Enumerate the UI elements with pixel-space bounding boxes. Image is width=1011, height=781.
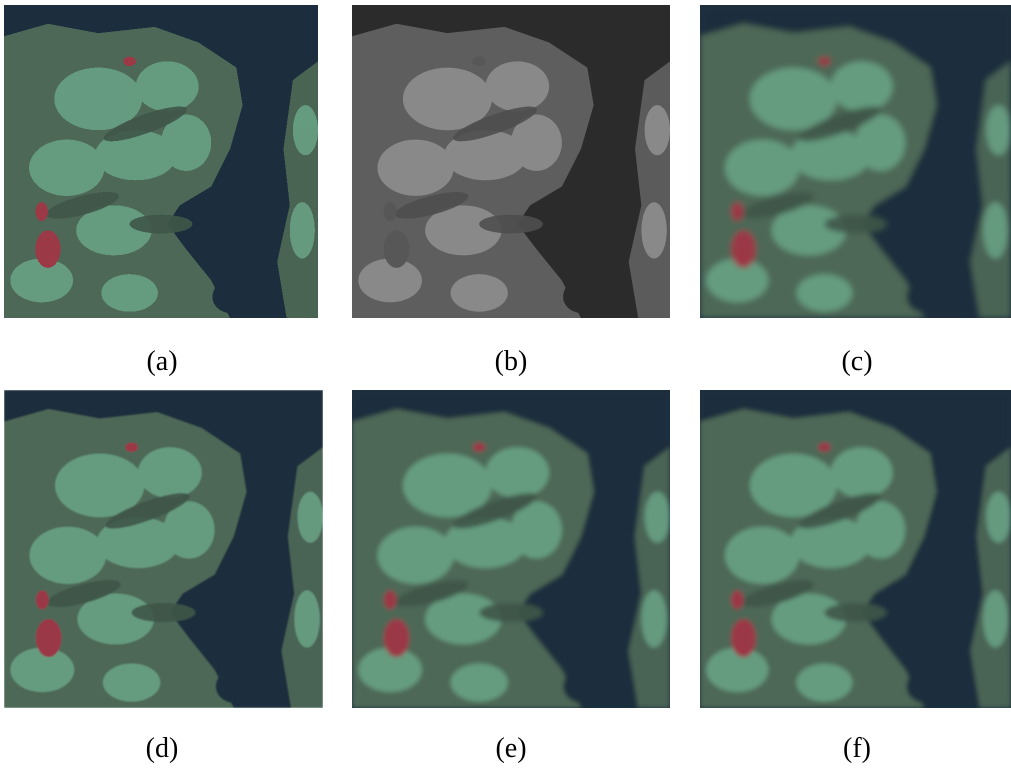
image-panel	[4, 390, 323, 708]
page: (a) (b) (c) (d) (e) (f) (() => { const d…	[0, 0, 1011, 776]
panel-caption: (e)	[495, 733, 526, 764]
image-panel	[352, 5, 670, 318]
image-panel	[352, 390, 670, 708]
panel-caption: (b)	[495, 346, 528, 377]
panel-caption: (c)	[841, 346, 872, 377]
image-panel	[4, 5, 318, 318]
figure: (a) (b) (c) (d) (e) (f)	[0, 0, 1011, 776]
image-panel	[700, 5, 1011, 318]
panel-caption: (f)	[843, 733, 871, 764]
panel-caption: (d)	[146, 733, 179, 764]
panel-caption: (a)	[146, 346, 177, 377]
image-panel	[700, 390, 1011, 708]
